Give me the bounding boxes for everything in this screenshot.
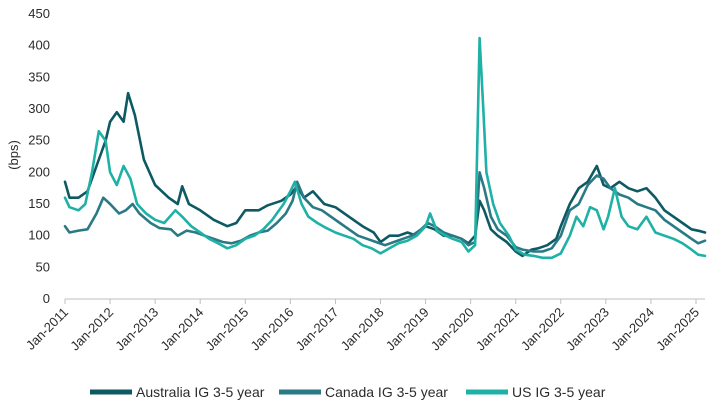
x-tick-label: Jan-2013 [112, 305, 161, 354]
series-line-1 [63, 171, 707, 253]
y-tick-label: 0 [43, 291, 50, 306]
y-tick-label: 250 [28, 133, 50, 148]
legend-label-2: US IG 3-5 year [512, 384, 606, 400]
x-axis-ticks: Jan-2011Jan-2012Jan-2013Jan-2014Jan-2015… [23, 299, 702, 353]
x-tick-label: Jan-2025 [653, 305, 702, 354]
x-tick-label: Jan-2021 [473, 305, 522, 354]
y-tick-label: 200 [28, 164, 50, 179]
legend: Australia IG 3-5 year Canada IG 3-5 year U… [90, 384, 606, 400]
y-axis-title: (bps) [6, 140, 21, 170]
x-tick-label: Jan-2015 [202, 305, 251, 354]
y-tick-label: 100 [28, 228, 50, 243]
y-tick-label: 50 [36, 259, 50, 274]
y-tick-label: 300 [28, 101, 50, 116]
x-tick-label: Jan-2017 [293, 305, 342, 354]
legend-label-0: Australia IG 3-5 year [136, 384, 265, 400]
x-tick-label: Jan-2011 [23, 305, 71, 353]
x-tick-label: Jan-2023 [563, 305, 612, 354]
x-tick-label: Jan-2016 [248, 305, 297, 354]
x-tick-label: Jan-2024 [608, 305, 657, 354]
x-tick-label: Jan-2019 [383, 305, 432, 354]
x-tick-label: Jan-2012 [67, 305, 116, 354]
x-tick-label: Jan-2022 [518, 305, 567, 354]
x-tick-label: Jan-2020 [428, 305, 477, 354]
series-line-2 [63, 36, 707, 260]
y-tick-label: 150 [28, 196, 50, 211]
y-axis-tick-labels: 0 50 100 150 200 250 300 350 400 450 [28, 6, 50, 306]
x-tick-label: Jan-2014 [157, 305, 206, 354]
legend-label-1: Canada IG 3-5 year [325, 384, 448, 400]
y-tick-label: 400 [28, 38, 50, 53]
x-tick-label: Jan-2018 [338, 305, 387, 354]
series-line-0 [63, 91, 707, 258]
y-tick-label: 350 [28, 69, 50, 84]
y-tick-label: 450 [28, 6, 50, 21]
series-lines [63, 36, 707, 260]
